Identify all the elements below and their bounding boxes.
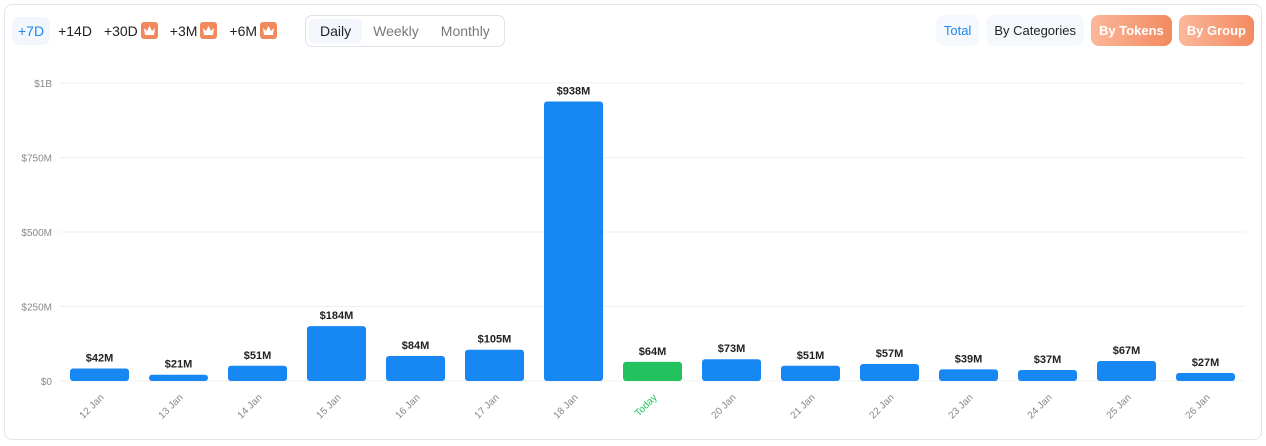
view-option[interactable]: By Group xyxy=(1178,15,1254,46)
bar-value-label: $64M xyxy=(639,346,667,358)
bar[interactable] xyxy=(228,365,287,381)
bar[interactable] xyxy=(386,355,445,381)
time-range-selector: +7D +14D +30D +3M +6M xyxy=(12,16,281,45)
range-label: +7D xyxy=(18,22,45,39)
y-tick-label: $500M xyxy=(21,228,52,239)
crown-icon xyxy=(140,22,158,39)
bar-value-label: $42M xyxy=(86,352,114,364)
view-option[interactable]: Total xyxy=(935,15,980,46)
x-tick-label: 26 Jan xyxy=(1184,392,1213,421)
range-option[interactable]: +30D xyxy=(100,16,162,45)
bar-value-label: $57M xyxy=(876,348,904,360)
period-toggle: Daily Weekly Monthly xyxy=(305,15,505,47)
range-label: +30D xyxy=(103,22,138,39)
bar-value-label: $67M xyxy=(1113,345,1141,357)
y-tick-label: $250M xyxy=(21,303,52,314)
x-tick-label: 17 Jan xyxy=(473,392,502,421)
y-tick-label: $750M xyxy=(21,154,52,165)
bar-value-label: $39M xyxy=(955,353,983,365)
bar[interactable] xyxy=(307,326,366,381)
bar-value-label: $51M xyxy=(244,350,272,362)
bar-value-label: $27M xyxy=(1192,357,1220,369)
bar[interactable] xyxy=(465,349,524,381)
crown-icon xyxy=(200,22,218,39)
bar[interactable] xyxy=(544,101,603,381)
bar[interactable] xyxy=(781,365,840,381)
range-label: +3M xyxy=(169,22,198,39)
x-tick-label: 18 Jan xyxy=(552,392,581,421)
bar-value-label: $73M xyxy=(718,343,746,355)
x-tick-label: 25 Jan xyxy=(1105,392,1134,421)
range-option[interactable]: +3M xyxy=(166,16,222,45)
x-tick-label: 21 Jan xyxy=(789,392,818,421)
x-tick-label: 20 Jan xyxy=(710,392,739,421)
view-option[interactable]: By Categories xyxy=(986,15,1084,46)
bar-value-label: $105M xyxy=(478,334,512,346)
period-option[interactable]: Weekly xyxy=(373,23,419,39)
bar-value-label: $51M xyxy=(797,350,825,362)
bar[interactable] xyxy=(1097,361,1156,381)
bar[interactable] xyxy=(70,368,129,381)
view-mode-selector: Total By Categories By Tokens By Group xyxy=(935,15,1254,46)
x-tick-label: 22 Jan xyxy=(868,392,897,421)
range-label: +14D xyxy=(58,22,92,39)
bar[interactable] xyxy=(1018,369,1077,381)
bar[interactable] xyxy=(860,364,919,381)
crown-icon xyxy=(260,22,278,39)
x-tick-label: 23 Jan xyxy=(947,392,976,421)
x-tick-label: 16 Jan xyxy=(394,392,423,421)
period-option[interactable]: Monthly xyxy=(440,23,490,39)
range-option[interactable]: +7D xyxy=(12,16,51,45)
x-tick-label: 14 Jan xyxy=(236,392,265,421)
bar-value-label: $938M xyxy=(557,85,591,97)
x-tick-label: 13 Jan xyxy=(157,392,186,421)
period-option[interactable]: Daily xyxy=(309,19,363,43)
range-option[interactable]: +14D xyxy=(54,17,96,45)
y-tick-label: $1B xyxy=(34,79,52,90)
y-tick-label: $0 xyxy=(41,377,53,388)
x-tick-label: 12 Jan xyxy=(78,392,107,421)
view-option[interactable]: By Tokens xyxy=(1090,15,1172,46)
x-tick-label: Today xyxy=(633,392,660,419)
x-tick-label: 15 Jan xyxy=(315,392,344,421)
bar-value-label: $84M xyxy=(402,340,430,352)
bar-value-label: $37M xyxy=(1034,354,1062,366)
x-tick-label: 24 Jan xyxy=(1026,392,1055,421)
bar[interactable] xyxy=(702,359,761,381)
bar-value-label: $184M xyxy=(320,310,354,322)
bar[interactable] xyxy=(1176,372,1235,381)
bar[interactable] xyxy=(939,369,998,381)
range-option[interactable]: +6M xyxy=(225,16,281,45)
range-label: +6M xyxy=(229,22,258,39)
bar-value-label: $21M xyxy=(165,359,193,371)
bar[interactable] xyxy=(149,374,208,381)
bar[interactable] xyxy=(623,361,682,381)
